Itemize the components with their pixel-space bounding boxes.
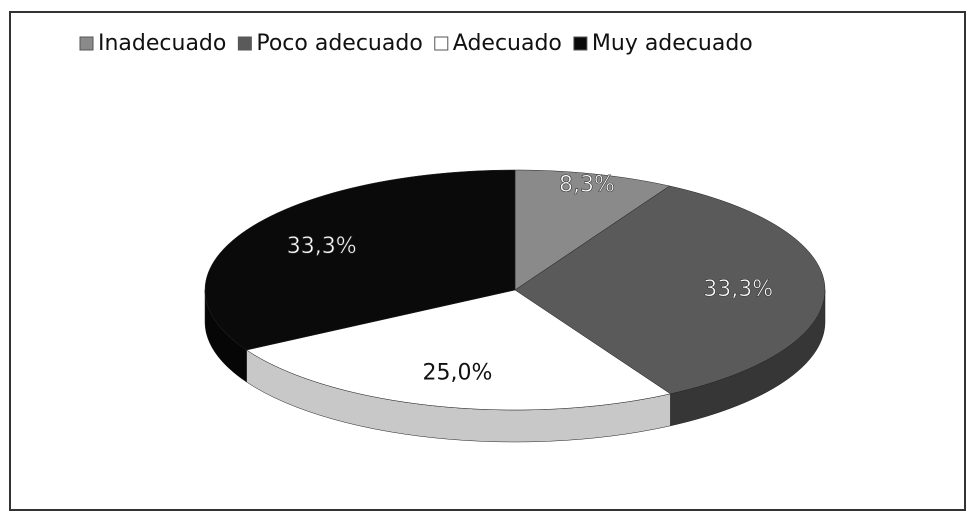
slice xyxy=(245,289,672,411)
data-label: 33,3% xyxy=(287,234,357,259)
legend-swatch xyxy=(79,36,94,51)
legend-label: Muy adecuado xyxy=(592,31,753,56)
data-label: 8,3% xyxy=(559,173,615,198)
slice xyxy=(514,185,826,395)
data-label: 33,3% xyxy=(703,277,773,302)
legend-swatch xyxy=(237,36,252,51)
legend-label: Adecuado xyxy=(453,31,562,56)
legend-swatch xyxy=(434,36,449,51)
data-label: 25,0% xyxy=(422,360,492,385)
slice xyxy=(514,169,671,291)
legend-label: Inadecuado xyxy=(98,31,226,56)
slice xyxy=(204,169,516,351)
legend-swatch xyxy=(573,36,588,51)
legend-label: Poco adecuado xyxy=(256,31,422,56)
